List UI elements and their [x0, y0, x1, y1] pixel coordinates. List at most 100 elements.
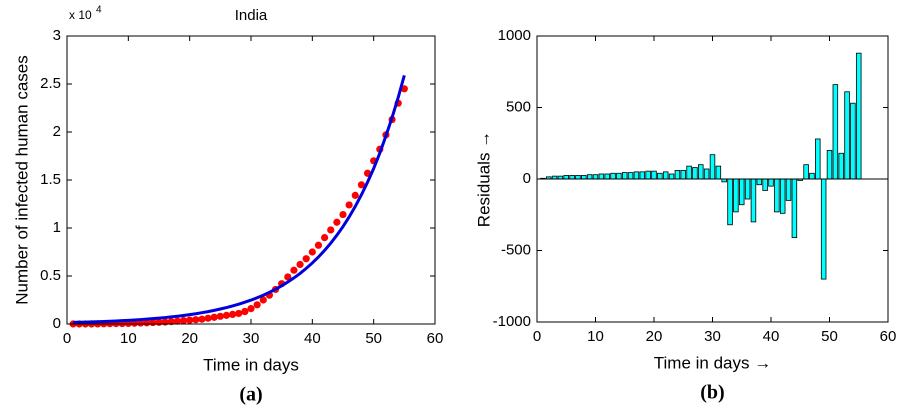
y-tick-label: 1000 [498, 27, 531, 44]
bar [598, 173, 605, 180]
data-point [253, 301, 261, 309]
bar [581, 175, 587, 180]
data-point [327, 226, 335, 234]
x-tick-label: 30 [704, 328, 721, 345]
bar [733, 178, 739, 213]
bar [627, 172, 634, 180]
data-point [173, 317, 181, 325]
bar [586, 174, 593, 180]
x-tick-label: 60 [427, 330, 444, 347]
data-point [259, 296, 267, 304]
y-tick-label: -1000 [493, 313, 531, 330]
data-point [222, 311, 231, 319]
bar [657, 172, 663, 180]
bar [662, 171, 669, 180]
data-point [229, 310, 237, 318]
x-tick-label: 0 [533, 328, 541, 345]
data-point [296, 260, 304, 269]
data-point [308, 248, 316, 256]
bar [686, 165, 692, 180]
x-axis-label: Time in days → [654, 353, 771, 372]
x-tick-label: 10 [120, 330, 137, 347]
x-tick-label: 20 [646, 328, 663, 345]
data-point [179, 317, 188, 325]
bar [569, 175, 575, 180]
bar [762, 178, 768, 191]
chart-title: India [235, 7, 268, 24]
fit-line [73, 74, 406, 324]
bar [633, 171, 640, 180]
data-point [198, 315, 206, 323]
x-tick-label: 20 [181, 330, 198, 347]
bar [622, 172, 628, 180]
data-point [333, 218, 341, 226]
x-tick-label: 10 [587, 328, 604, 345]
bar [616, 172, 622, 180]
panel-label: (b) [700, 382, 724, 404]
bar [832, 84, 839, 180]
x-tick-label: 40 [304, 330, 321, 347]
data-point [314, 241, 323, 249]
y-tick-label: -500 [501, 241, 531, 258]
bar [803, 164, 809, 180]
bar [610, 172, 616, 180]
bar [715, 165, 722, 180]
bar [739, 178, 745, 206]
bar [838, 152, 844, 180]
bar [668, 173, 675, 180]
bar [856, 52, 862, 180]
data-point [290, 266, 298, 274]
y-tick-label: 500 [506, 98, 531, 115]
y-tick-label: 2.5 [40, 75, 61, 92]
data-point [161, 318, 169, 326]
bar [756, 178, 763, 186]
data-point [357, 181, 365, 189]
data-point [204, 314, 212, 322]
panel-label: (a) [239, 384, 262, 406]
bar [604, 173, 610, 180]
y-tick-label: 1.5 [40, 171, 61, 188]
y-axis-label: Residuals → [474, 131, 493, 227]
data-point [192, 316, 200, 324]
bar [645, 170, 651, 180]
data-point [351, 191, 359, 199]
data-point [143, 319, 151, 327]
bar [563, 175, 569, 180]
y-tick-label: 0 [53, 315, 61, 332]
bar [826, 149, 833, 180]
x-tick-label: 40 [763, 328, 780, 345]
bar [674, 170, 681, 180]
y-tick-label: 1 [53, 219, 61, 236]
data-point [345, 201, 353, 209]
y-tick-label: 0.5 [40, 267, 61, 284]
y-axis-label: Number of infected human cases [12, 55, 31, 304]
bar [651, 170, 657, 180]
bar [850, 102, 856, 180]
data-point [321, 234, 329, 242]
bar [809, 172, 815, 180]
x-axis-label: Time in days [203, 355, 299, 374]
bar [820, 178, 827, 280]
x-tick-label: 30 [243, 330, 260, 347]
bar [639, 171, 646, 180]
y-multiplier-exponent: 4 [96, 5, 102, 16]
bar [698, 164, 704, 180]
x-tick-label: 50 [365, 330, 382, 347]
x-tick-label: 50 [821, 328, 838, 345]
bar [680, 170, 686, 180]
bar [774, 178, 780, 213]
bar [709, 154, 716, 180]
x-tick-label: 60 [880, 328, 897, 345]
data-point [167, 318, 175, 326]
bar [727, 178, 733, 226]
y-multiplier: x 10 [69, 8, 92, 22]
bar [791, 178, 798, 239]
bar [750, 178, 757, 223]
bar [785, 178, 792, 201]
data-point [216, 312, 224, 320]
y-tick-label: 3 [53, 27, 61, 44]
data-point [235, 309, 243, 318]
data-point [284, 273, 292, 281]
data-point [339, 210, 347, 219]
